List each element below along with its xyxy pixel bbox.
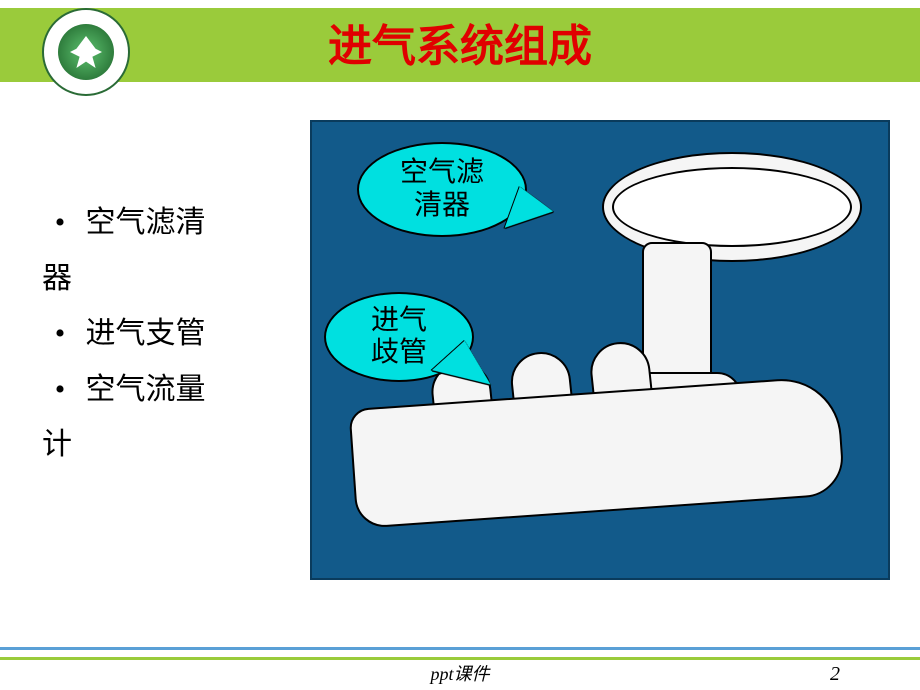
bullet-list: • 空气滤清 器 • 进气支管 • 空气流量 计: [42, 195, 292, 473]
slide-title: 进气系统组成: [0, 10, 920, 74]
logo-emblem: [58, 24, 114, 80]
footer-rule-blue: [0, 647, 920, 650]
page-number: 2: [830, 663, 840, 686]
bullet-text: 进气支管: [86, 317, 206, 350]
callout-text: 清器: [414, 190, 470, 221]
university-logo: [42, 8, 130, 96]
intake-diagram: 空气滤 清器 进气 歧管: [310, 120, 890, 580]
callout-text: 进气: [371, 305, 427, 336]
bullet-text-partial: 空气流量: [86, 373, 206, 406]
manifold-body: [348, 375, 845, 529]
air-cleaner-inner: [612, 167, 852, 247]
intake-neck: [642, 242, 712, 392]
list-item: • 进气支管: [42, 306, 292, 362]
callout-air-cleaner: 空气滤 清器: [357, 142, 527, 237]
callout-tail-icon: [505, 186, 558, 241]
callout-manifold: 进气 歧管: [324, 292, 474, 382]
bullet-text-partial: 空气滤清: [86, 206, 206, 239]
bullet-text-wrap: 器: [42, 251, 292, 307]
bullet-text-wrap: 计: [42, 417, 292, 473]
callout-text: 空气滤: [400, 157, 484, 188]
callout-text: 歧管: [371, 337, 427, 368]
list-item: • 空气流量: [42, 362, 292, 418]
list-item: • 空气滤清: [42, 195, 292, 251]
footer-label: ppt课件: [0, 660, 920, 686]
